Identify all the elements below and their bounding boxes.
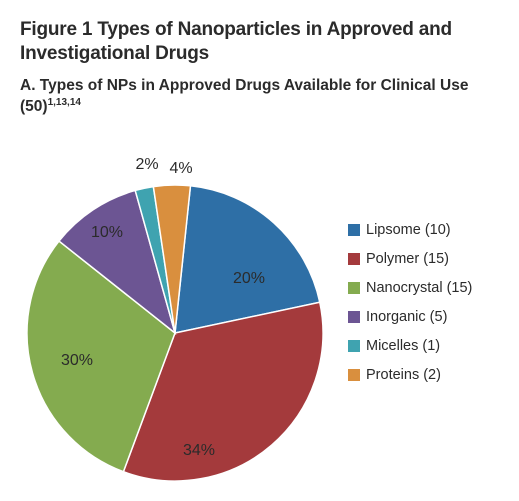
legend-swatch — [348, 253, 360, 265]
chart-container: 20% 34% 30% 10% 2% 4% Lipsome (10) Polymer (15… — [20, 123, 499, 483]
legend: Lipsome (10) Polymer (15) Nanocrystal (15)… — [348, 222, 472, 383]
slice-label-nanocrystal: 30% — [61, 352, 93, 370]
legend-label: Inorganic (5) — [366, 309, 447, 325]
legend-label: Micelles (1) — [366, 338, 440, 354]
legend-label: Nanocrystal (15) — [366, 280, 472, 296]
subtitle-refs: 1,13,14 — [48, 97, 81, 108]
legend-swatch — [348, 311, 360, 323]
slice-label-micelles: 2% — [135, 156, 158, 174]
legend-label: Lipsome (10) — [366, 222, 451, 238]
legend-item-micelles: Micelles (1) — [348, 338, 472, 354]
legend-swatch — [348, 224, 360, 236]
slice-label-inorganic: 10% — [91, 224, 123, 242]
figure-subtitle: A. Types of NPs in Approved Drugs Availa… — [20, 76, 499, 117]
legend-swatch — [348, 369, 360, 381]
legend-item-proteins: Proteins (2) — [348, 367, 472, 383]
legend-label: Polymer (15) — [366, 251, 449, 267]
slice-label-proteins: 4% — [169, 160, 192, 178]
legend-swatch — [348, 340, 360, 352]
subtitle-text: A. Types of NPs in Approved Drugs Availa… — [20, 77, 468, 115]
pie-chart: 20% 34% 30% 10% 2% 4% — [20, 123, 330, 483]
legend-swatch — [348, 282, 360, 294]
figure-title: Figure 1 Types of Nanoparticles in Appro… — [20, 18, 499, 66]
legend-label: Proteins (2) — [366, 367, 441, 383]
legend-item-nanocrystal: Nanocrystal (15) — [348, 280, 472, 296]
legend-item-inorganic: Inorganic (5) — [348, 309, 472, 325]
legend-item-polymer: Polymer (15) — [348, 251, 472, 267]
slice-label-polymer: 34% — [183, 442, 215, 460]
slice-label-liposome: 20% — [233, 270, 265, 288]
legend-item-liposome: Lipsome (10) — [348, 222, 472, 238]
